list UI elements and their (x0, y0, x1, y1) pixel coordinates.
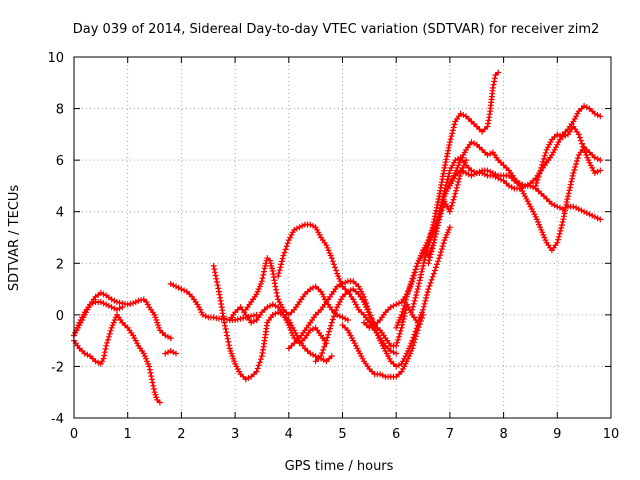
series-track-15 (446, 103, 604, 189)
series-track-4 (162, 348, 179, 357)
series-track-17 (420, 157, 469, 259)
series-markers (532, 123, 604, 189)
y-tick-label: -4 (51, 412, 64, 427)
y-tick-label: 8 (56, 103, 64, 118)
x-tick-label: 10 (603, 427, 620, 442)
series-track-10 (339, 311, 427, 380)
series-markers (162, 348, 179, 357)
y-tick-label: 2 (56, 257, 64, 272)
series-markers (71, 289, 174, 342)
y-tick-label: 0 (56, 309, 64, 324)
x-tick-label: 6 (392, 427, 400, 442)
x-tick-label: 1 (124, 427, 132, 442)
y-tick-label: -2 (51, 360, 64, 375)
x-axis-label: GPS time / hours (285, 459, 394, 474)
series-markers (242, 255, 351, 323)
grid-lines (74, 57, 611, 418)
data-series (71, 69, 604, 406)
x-tick-label: 4 (285, 427, 293, 442)
x-tick-label: 9 (553, 427, 561, 442)
series-track-18 (361, 224, 453, 349)
series-track-7 (242, 255, 351, 323)
x-tick-label: 3 (231, 427, 239, 442)
series-track-1 (71, 311, 163, 406)
series-markers (71, 311, 163, 406)
series-markers (446, 103, 604, 189)
axes: 0 1 2 3 4 5 6 7 8 9 10 -4 -2 0 2 4 6 8 10 (47, 51, 619, 442)
x-tick-label: 5 (338, 427, 346, 442)
series-markers (361, 224, 453, 349)
y-axis-label: SDTVAR / TECUs (7, 185, 22, 292)
series-markers (420, 157, 469, 259)
x-tick-label: 2 (177, 427, 185, 442)
x-tick-label: 7 (446, 427, 454, 442)
x-tick-label: 0 (70, 427, 78, 442)
y-tick-label: 6 (56, 154, 64, 169)
y-tick-label: 4 (56, 206, 64, 221)
series-track-2 (71, 289, 174, 342)
y-tick-label: 10 (47, 51, 64, 66)
series-track-19 (226, 301, 330, 347)
series-markers (339, 311, 427, 380)
series-track-3 (71, 299, 126, 339)
chart-title: Day 039 of 2014, Sidereal Day-to-day VTE… (73, 22, 600, 37)
series-markers (226, 301, 330, 347)
x-tick-label: 8 (499, 427, 507, 442)
series-track-16 (532, 123, 604, 189)
